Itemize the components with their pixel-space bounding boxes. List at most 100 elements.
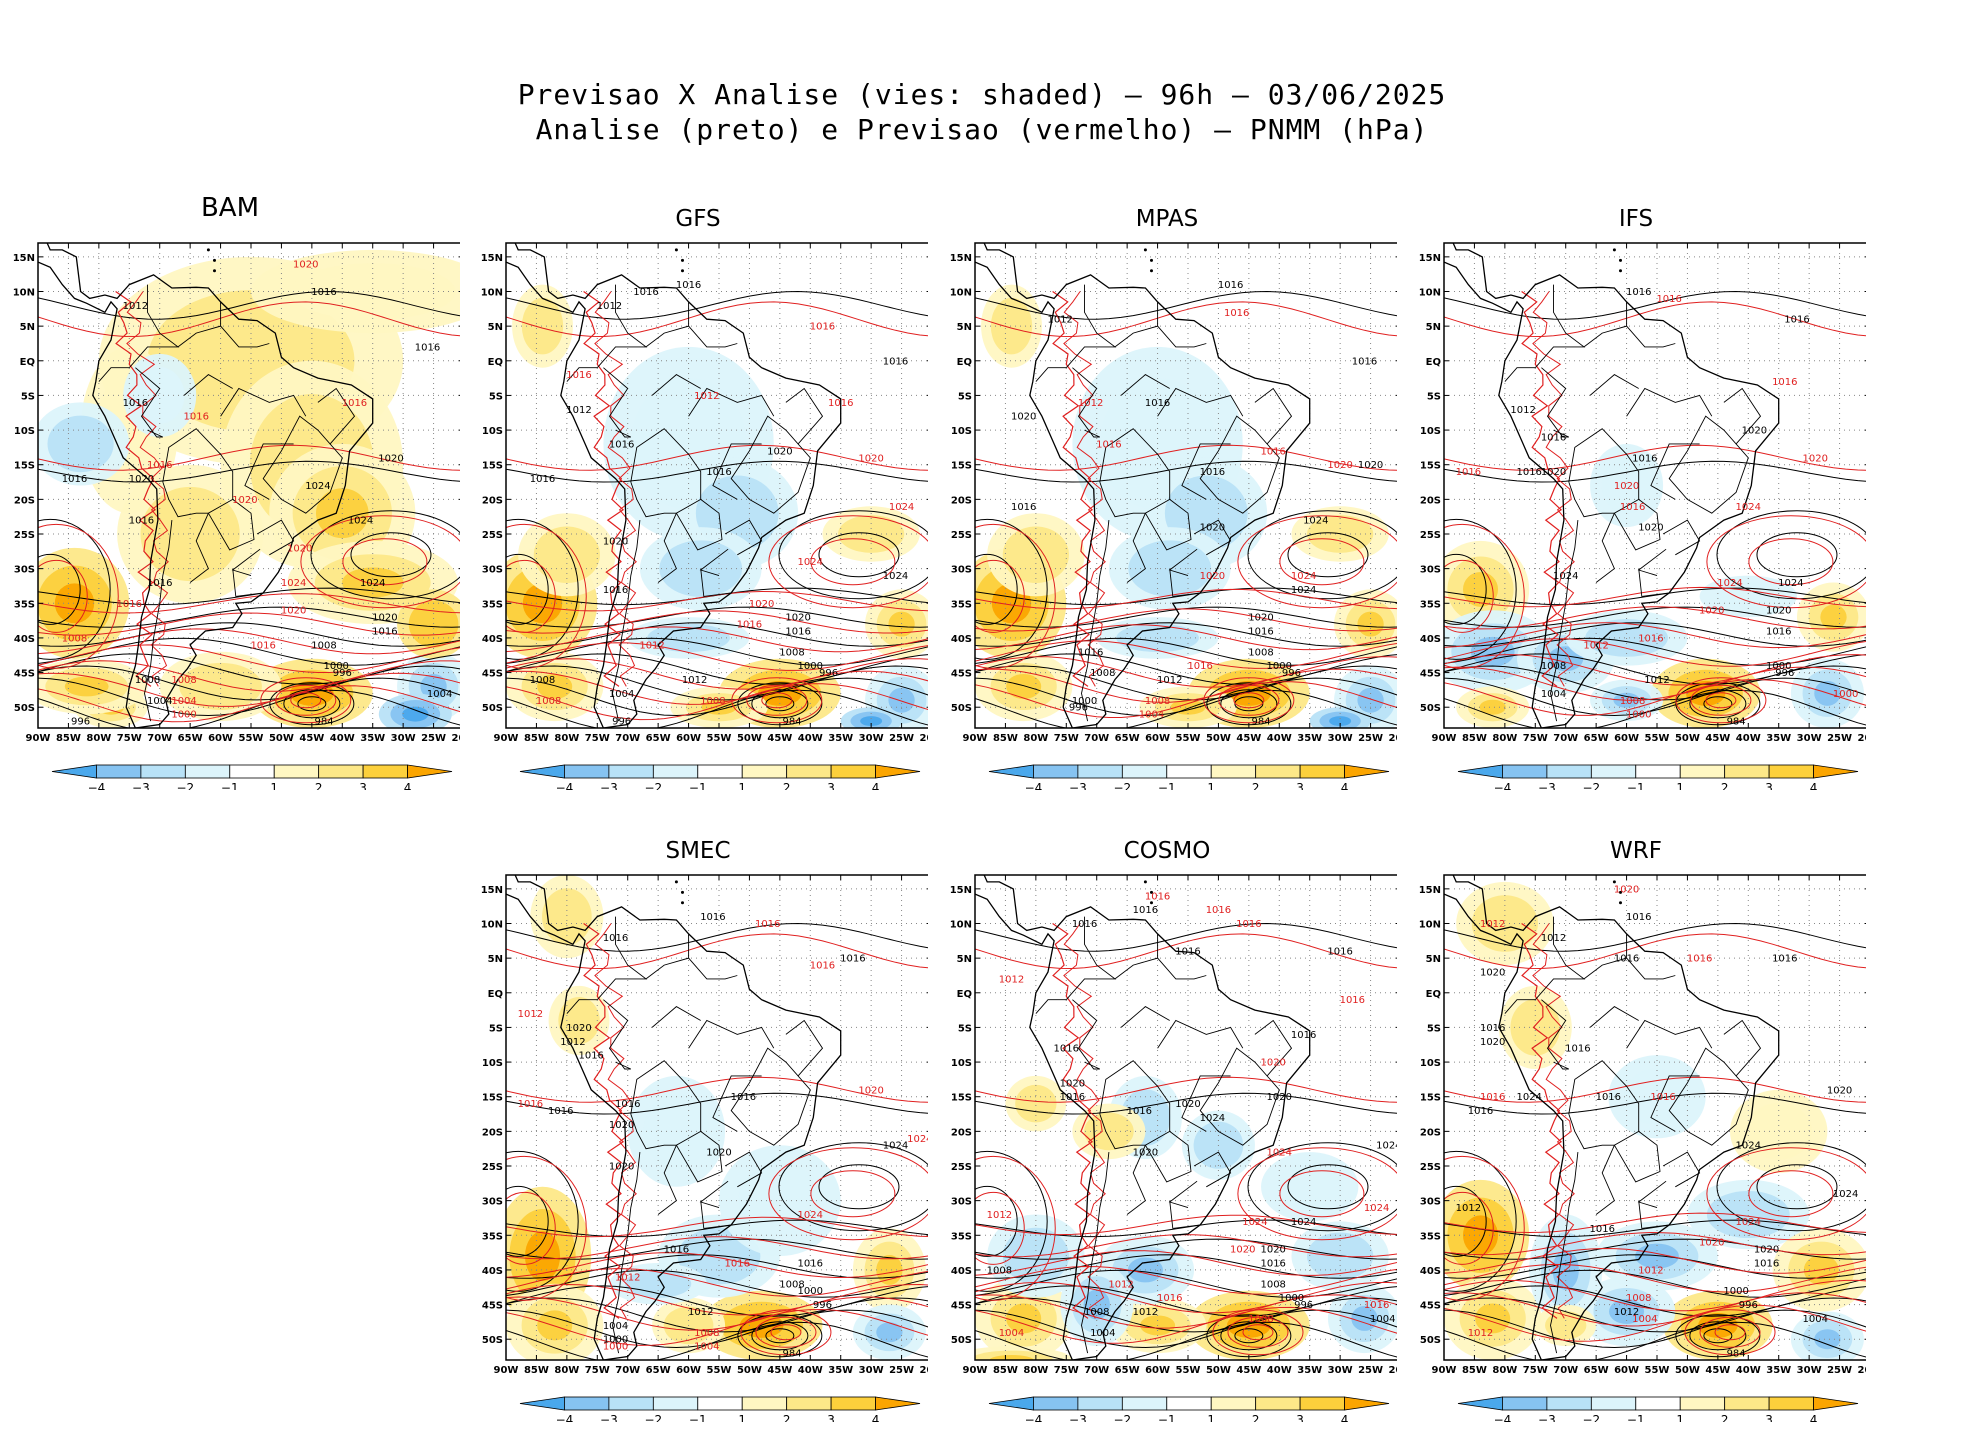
forecast-low-ring bbox=[1699, 1316, 1761, 1348]
x-tick-label: 55W bbox=[1645, 733, 1670, 744]
analysis-isobar bbox=[1444, 637, 1866, 666]
analysis-isobar-tropical bbox=[975, 290, 1397, 320]
analysis-contour-label: 1016 bbox=[633, 287, 658, 298]
colorbar-label: 3 bbox=[1765, 781, 1773, 790]
colorbar-label: 1 bbox=[1676, 781, 1684, 790]
forecast-isobar bbox=[1444, 679, 1866, 716]
forecast-pacific-high bbox=[975, 523, 1056, 669]
x-tick-label: 80W bbox=[86, 733, 111, 744]
colorbar-swatch bbox=[608, 1396, 654, 1411]
analysis-contour-label: 1024 bbox=[348, 516, 373, 527]
analysis-contour-label: 1016 bbox=[1766, 627, 1791, 638]
forecast-pacific-high bbox=[975, 559, 1025, 633]
analysis-low-ring bbox=[1703, 1328, 1733, 1344]
forecast-isobar bbox=[975, 624, 1397, 651]
island bbox=[1589, 867, 1592, 870]
y-tick-label: 5S bbox=[21, 391, 35, 402]
y-tick-label: 35S bbox=[951, 599, 972, 610]
analysis-high-ring bbox=[350, 532, 432, 578]
colorbar-label: 1 bbox=[1676, 1413, 1684, 1422]
colorbar-swatch bbox=[1077, 1396, 1123, 1411]
forecast-contour-label: 1016 bbox=[755, 919, 780, 930]
border-line bbox=[1081, 520, 1110, 722]
colorbar-label: −4 bbox=[88, 781, 106, 790]
analysis-pacific-high bbox=[975, 553, 1018, 625]
analysis-isobar bbox=[38, 622, 460, 647]
y-tick-label: EQ bbox=[20, 357, 35, 368]
y-tick-label: 15N bbox=[1419, 253, 1441, 264]
x-tick-label: 65W bbox=[1115, 733, 1140, 744]
map-body: 1016 1016 1012 1016 1016 1020 1016 1024 1024 1020… bbox=[38, 235, 460, 728]
colorbar-label: −3 bbox=[600, 781, 618, 790]
border-line bbox=[712, 443, 762, 500]
forecast-contour-label: 1024 bbox=[281, 578, 306, 589]
x-tick-label: 70W bbox=[615, 1365, 640, 1376]
analysis-isobar bbox=[1444, 653, 1866, 685]
analysis-contour-label: 1016 bbox=[1784, 315, 1809, 326]
forecast-isobar bbox=[975, 656, 1397, 688]
border-line bbox=[1120, 374, 1170, 396]
analysis-contour-label: 1024 bbox=[883, 571, 908, 582]
analysis-contour-label: 1008 bbox=[135, 675, 160, 686]
bias-blob bbox=[54, 583, 95, 624]
forecast-contour-label: 1016 bbox=[1187, 661, 1212, 672]
analysis-contour-label: 1016 bbox=[603, 933, 628, 944]
map-panel-svg: 1016101610121016101610201016102010201024… bbox=[1419, 242, 1866, 790]
colorbar-label: −2 bbox=[1582, 1413, 1600, 1422]
y-tick-label: 50S bbox=[1420, 1335, 1441, 1346]
island bbox=[680, 258, 684, 262]
analysis-contour-label: 1012 bbox=[1644, 675, 1669, 686]
border-line bbox=[1637, 1180, 1667, 1209]
border-line bbox=[1157, 387, 1244, 417]
analysis-contour-label: 1024 bbox=[1291, 1217, 1316, 1228]
forecast-contour-label: 1016 bbox=[1638, 633, 1663, 644]
forecast-andes-contour bbox=[1532, 291, 1575, 687]
x-tick-label: 60W bbox=[676, 733, 701, 744]
x-tick-label: 20W bbox=[1858, 1365, 1866, 1376]
bias-blob bbox=[1357, 611, 1384, 637]
y-tick-label: 5N bbox=[1426, 954, 1441, 965]
forecast-low-ring bbox=[761, 692, 793, 709]
map-panel-svg: 1016 1012 1016 1020 1016 1016 1020 1020 1024 1024… bbox=[950, 242, 1397, 790]
analysis-isobar bbox=[506, 677, 928, 717]
island bbox=[1149, 258, 1153, 262]
country-borders bbox=[566, 916, 824, 1354]
x-tick-label: 80W bbox=[554, 1365, 579, 1376]
border-line bbox=[1254, 1019, 1293, 1077]
forecast-isobar-subtropical bbox=[975, 1076, 1397, 1103]
map-grid bbox=[1444, 875, 1866, 1360]
analysis-contour-label: 1012 bbox=[1047, 315, 1072, 326]
forecast-contour-label: 1012 bbox=[518, 1009, 543, 1020]
analysis-contour-label: 1000 bbox=[798, 1286, 823, 1297]
border-line bbox=[1504, 999, 1536, 1014]
forecast-isobar bbox=[38, 660, 460, 692]
border-line bbox=[208, 499, 255, 551]
analysis-isobar bbox=[1444, 665, 1866, 701]
analysis-contour-label: 1012 bbox=[1157, 675, 1182, 686]
island bbox=[183, 235, 186, 238]
y-tick-label: 45S bbox=[951, 1301, 972, 1312]
forecast-contour-label: 1012 bbox=[1583, 640, 1608, 651]
colorbar-swatch bbox=[1299, 764, 1345, 779]
analysis-low-ring bbox=[1234, 1328, 1264, 1344]
colorbar-swatch bbox=[273, 764, 320, 779]
analysis-isobar bbox=[506, 637, 928, 666]
analysis-contour-label: 1016 bbox=[1772, 954, 1797, 965]
border-line bbox=[612, 520, 641, 722]
forecast-contour-label: 1016 bbox=[810, 322, 835, 333]
forecast-low-ring bbox=[1714, 1324, 1746, 1341]
colorbar: −4 −3 −2 −1 1 2 3 4 bbox=[51, 764, 453, 790]
y-tick-label: 10N bbox=[13, 288, 35, 299]
colorbar-swatch bbox=[988, 1396, 1034, 1411]
forecast-contour-label: 1024 bbox=[1242, 1217, 1267, 1228]
forecast-isobar bbox=[975, 640, 1397, 669]
colorbar: −4 −3 −2 −1 1 2 3 4 bbox=[519, 1396, 921, 1422]
x-tick-label: 80W bbox=[1023, 733, 1048, 744]
analysis-contour-label: 1020 bbox=[1358, 460, 1383, 471]
colorbar-label: 1 bbox=[1207, 1413, 1215, 1422]
analysis-contour-label: 1020 bbox=[1766, 606, 1791, 617]
contour-labels: 1016 1016 1012 1016 1016 1020 1016 1024 1024 1020… bbox=[62, 259, 453, 727]
border-line bbox=[1035, 999, 1067, 1014]
forecast-contour-label: 1020 bbox=[1699, 1238, 1724, 1249]
analysis-isobar bbox=[1444, 1321, 1866, 1360]
